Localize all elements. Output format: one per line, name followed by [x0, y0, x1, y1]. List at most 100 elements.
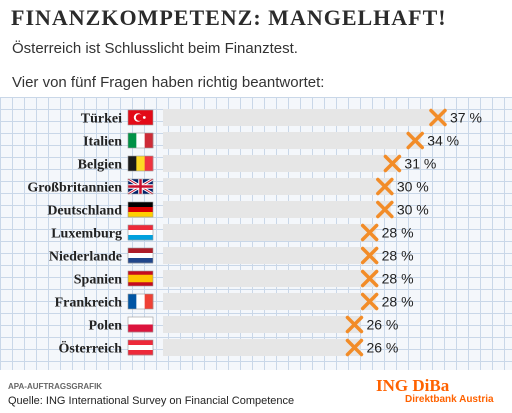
bar [163, 155, 399, 172]
flag-stripe [128, 133, 137, 148]
flag-cross-red [128, 179, 153, 194]
category-label: Türkei [81, 112, 122, 127]
category-label: Spanien [74, 273, 122, 288]
cross-stroke [360, 269, 379, 288]
flag-stripe [128, 225, 153, 231]
cross-icon [383, 154, 402, 173]
cross-stroke [406, 131, 424, 150]
brand-tagline: Direktbank Austria [405, 394, 494, 405]
agency-credit: APA-AUFTRAGSGRAFIK [8, 382, 103, 391]
flag-stripe [128, 156, 137, 171]
value-label: 30 % [397, 202, 429, 218]
cross-icon [345, 315, 364, 334]
bar [163, 316, 361, 333]
flag-border [127, 339, 154, 356]
chart-row-2: Italien 34 % [83, 131, 459, 150]
flag-border [127, 293, 154, 310]
chart-row-4: Großbritannien 30 % [27, 177, 429, 196]
cross-icon [406, 131, 424, 150]
cross-stroke [383, 154, 402, 173]
source-note: Quelle: ING International Survey on Fina… [8, 395, 295, 407]
cross-stroke [376, 200, 394, 219]
value-label: 26 % [366, 317, 398, 333]
flag-border [127, 270, 154, 287]
chart-row-3: Belgien 31 % [78, 154, 436, 173]
brand-logo: ING DiBa [376, 376, 450, 395]
bar [163, 224, 376, 241]
cross-icon [429, 108, 447, 127]
chart-row-9: Frankreich 28 % [55, 292, 414, 311]
flag-stripe [128, 230, 153, 236]
value-label: 28 % [382, 294, 414, 310]
category-label: Belgien [78, 158, 123, 173]
flag-stripe [128, 248, 153, 254]
cross-stroke [360, 246, 379, 265]
cross-icon [376, 200, 394, 219]
flag-border [127, 155, 154, 172]
flag-border [127, 178, 154, 195]
cross-icon [360, 246, 379, 265]
flag-stripe [128, 345, 153, 351]
value-label: 34 % [427, 133, 459, 149]
cross-stroke [345, 338, 364, 357]
flag-stripe [136, 133, 145, 148]
cross-icon [360, 292, 379, 311]
category-label: Österreich [59, 340, 123, 357]
flag-crescent-cut [135, 114, 143, 121]
page-title: FINANZKOMPETENZ: MANGELHAFT! [11, 5, 447, 30]
flag-stripe [128, 212, 153, 218]
value-label: 31 % [404, 156, 436, 172]
bar [163, 293, 376, 310]
bar [163, 201, 391, 218]
chart-row-5: Deutschland 30 % [47, 200, 429, 219]
bar [163, 132, 422, 149]
flag-border [127, 201, 154, 218]
flag-border [127, 132, 154, 149]
flag-stripe [144, 156, 154, 171]
category-label: Frankreich [55, 296, 123, 311]
chart-row-7: Niederlande 28 % [49, 246, 414, 265]
value-label: 30 % [397, 179, 429, 195]
page-subtitle: Österreich ist Schlusslicht beim Finanzt… [12, 40, 298, 57]
cross-stroke [429, 108, 447, 127]
flag-stripe [144, 294, 154, 309]
chart-intro: Vier von fünf Fragen haben richtig beant… [12, 74, 325, 91]
chart-row-1: Türkei 37 % [81, 108, 482, 127]
flag-stripe [128, 324, 153, 333]
bar [163, 339, 361, 356]
category-label: Polen [89, 319, 123, 334]
flag-stripe [128, 317, 153, 325]
bar [163, 178, 391, 195]
flag-stripe [128, 235, 153, 241]
flag-stripe [128, 294, 137, 309]
flag-stripe [128, 253, 153, 259]
flag-stripe [128, 207, 153, 213]
cross-stroke [360, 223, 379, 242]
flag-stripe [128, 274, 153, 283]
cross-icon [345, 338, 364, 357]
category-label: Italien [83, 135, 122, 150]
flag-star [142, 116, 146, 119]
category-label: Luxemburg [51, 227, 122, 242]
value-label: 37 % [450, 110, 482, 126]
chart-row-11: Österreich 26 % [59, 338, 398, 357]
cross-stroke [376, 177, 394, 196]
category-label: Niederlande [49, 250, 122, 265]
flag-border [127, 224, 154, 241]
flag-stripe [136, 156, 145, 171]
cross-icon [376, 177, 394, 196]
flag-border [127, 109, 154, 126]
bar [163, 247, 376, 264]
flag-border [127, 316, 154, 333]
value-label: 28 % [382, 225, 414, 241]
flag-border [127, 247, 154, 264]
category-label: Großbritannien [27, 181, 122, 196]
flag-stripe [136, 294, 145, 309]
flag-stripe [128, 350, 153, 356]
cross-stroke [345, 315, 364, 334]
bar [163, 109, 444, 126]
value-label: 26 % [366, 340, 398, 356]
flag-stripe [128, 202, 153, 208]
cross-icon [360, 269, 379, 288]
chart-row-10: Polen 26 % [89, 315, 398, 334]
